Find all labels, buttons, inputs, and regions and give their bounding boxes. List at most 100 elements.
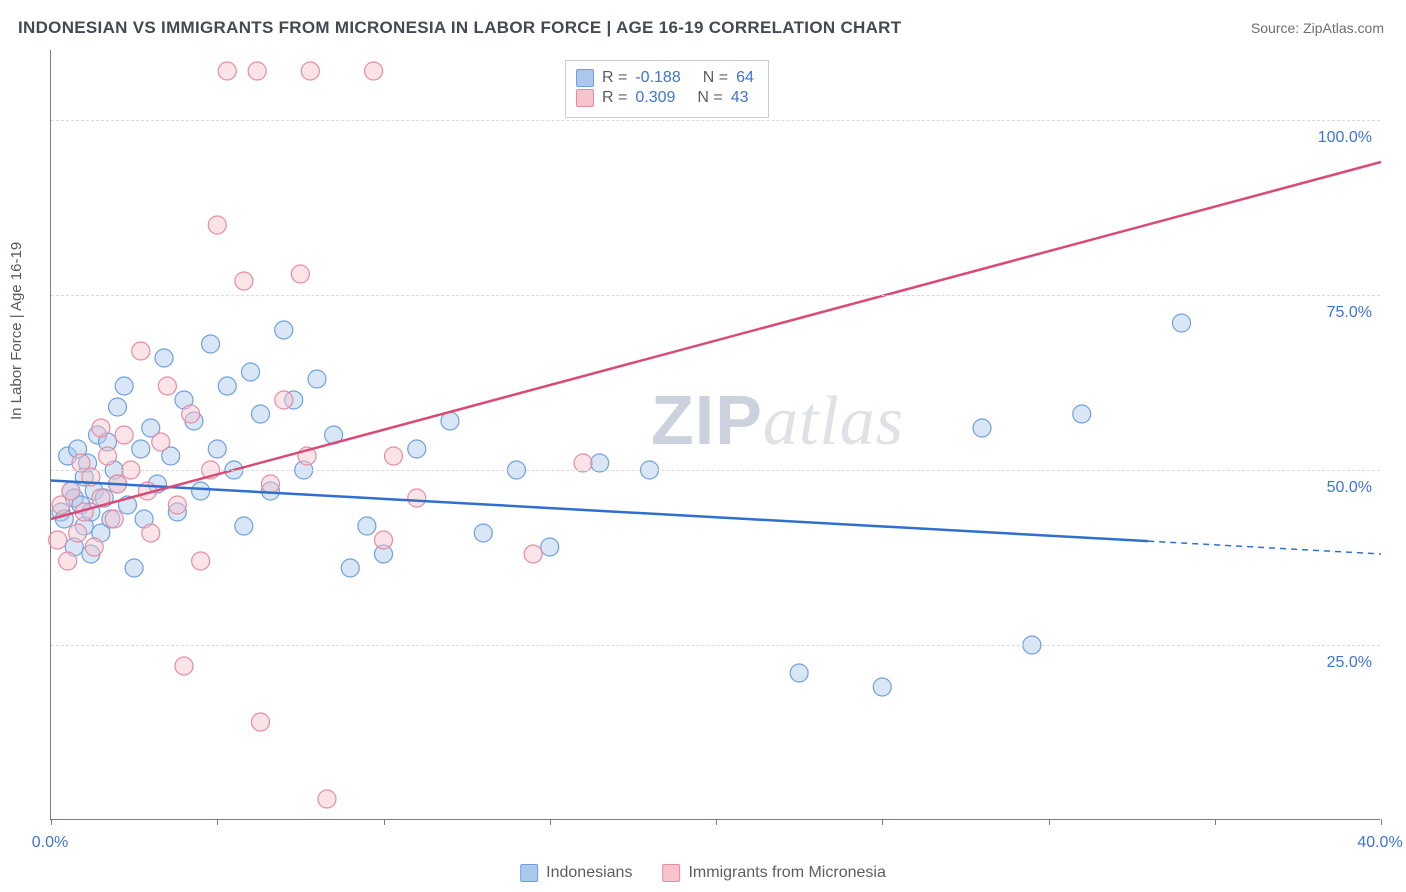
x-tick: [1049, 819, 1050, 825]
scatter-point: [92, 419, 110, 437]
stats-r-value: -0.188: [635, 69, 680, 87]
scatter-point: [85, 538, 103, 556]
scatter-point: [408, 440, 426, 458]
scatter-point: [251, 713, 269, 731]
gridline: [51, 470, 1380, 471]
scatter-svg: [51, 50, 1380, 819]
legend-swatch: [662, 864, 680, 882]
scatter-point: [192, 552, 210, 570]
trend-line: [51, 481, 1148, 542]
stats-row: R = -0.188N = 64: [576, 69, 754, 87]
stats-n-label: N =: [703, 69, 728, 87]
scatter-point: [235, 517, 253, 535]
x-tick: [716, 819, 717, 825]
scatter-point: [69, 524, 87, 542]
trend-line: [51, 162, 1381, 519]
gridline: [51, 120, 1380, 121]
scatter-point: [291, 265, 309, 283]
y-tick-label: 25.0%: [1327, 654, 1372, 672]
scatter-point: [125, 559, 143, 577]
scatter-point: [275, 391, 293, 409]
gridline: [51, 295, 1380, 296]
scatter-point: [218, 62, 236, 80]
scatter-point: [318, 790, 336, 808]
scatter-point: [365, 62, 383, 80]
stats-r-label: R =: [602, 69, 627, 87]
x-tick: [51, 819, 52, 825]
scatter-point: [248, 62, 266, 80]
scatter-point: [109, 398, 127, 416]
scatter-point: [152, 433, 170, 451]
legend-label: Indonesians: [546, 864, 632, 882]
scatter-point: [251, 405, 269, 423]
plot-area: ZIPatlas 25.0%50.0%75.0%100.0%: [50, 50, 1380, 820]
scatter-point: [384, 447, 402, 465]
scatter-point: [242, 363, 260, 381]
legend-swatch: [576, 89, 594, 107]
scatter-point: [524, 545, 542, 563]
scatter-point: [132, 440, 150, 458]
stats-n-value: 43: [731, 89, 749, 107]
scatter-point: [790, 664, 808, 682]
scatter-point: [301, 62, 319, 80]
y-tick-label: 100.0%: [1318, 129, 1372, 147]
scatter-point: [973, 419, 991, 437]
scatter-point: [208, 440, 226, 458]
legend-item: Indonesians: [520, 864, 632, 882]
scatter-point: [168, 496, 186, 514]
scatter-point: [218, 377, 236, 395]
scatter-point: [1073, 405, 1091, 423]
scatter-point: [105, 510, 123, 528]
scatter-point: [308, 370, 326, 388]
scatter-point: [99, 447, 117, 465]
trend-line-extrapolated: [1148, 541, 1381, 554]
scatter-point: [182, 405, 200, 423]
legend-swatch: [520, 864, 538, 882]
legend-label: Immigrants from Micronesia: [688, 864, 885, 882]
x-tick: [550, 819, 551, 825]
y-tick-label: 50.0%: [1327, 479, 1372, 497]
scatter-point: [132, 342, 150, 360]
stats-r-value: 0.309: [635, 89, 675, 107]
scatter-point: [474, 524, 492, 542]
scatter-point: [49, 531, 67, 549]
scatter-point: [261, 475, 279, 493]
scatter-point: [873, 678, 891, 696]
x-tick: [217, 819, 218, 825]
chart-title: INDONESIAN VS IMMIGRANTS FROM MICRONESIA…: [18, 18, 901, 38]
x-tick-label: 0.0%: [32, 834, 68, 852]
source-attribution: Source: ZipAtlas.com: [1251, 20, 1384, 36]
scatter-point: [155, 349, 173, 367]
scatter-point: [408, 489, 426, 507]
x-tick: [384, 819, 385, 825]
scatter-point: [358, 517, 376, 535]
stats-row: R = 0.309 N = 43: [576, 89, 754, 107]
scatter-point: [175, 657, 193, 675]
scatter-point: [375, 531, 393, 549]
scatter-point: [158, 377, 176, 395]
legend-item: Immigrants from Micronesia: [662, 864, 885, 882]
scatter-point: [142, 524, 160, 542]
scatter-point: [202, 335, 220, 353]
scatter-point: [1173, 314, 1191, 332]
x-tick: [1215, 819, 1216, 825]
scatter-point: [235, 272, 253, 290]
scatter-point: [115, 377, 133, 395]
stats-r-label: R =: [602, 89, 627, 107]
scatter-point: [275, 321, 293, 339]
scatter-point: [208, 216, 226, 234]
x-tick-label: 40.0%: [1357, 834, 1402, 852]
stats-n-label: N =: [697, 89, 722, 107]
legend-swatch: [576, 69, 594, 87]
gridline: [51, 645, 1380, 646]
correlation-stats-box: R = -0.188N = 64R = 0.309N = 43: [565, 60, 769, 118]
scatter-point: [341, 559, 359, 577]
x-tick: [1381, 819, 1382, 825]
scatter-point: [541, 538, 559, 556]
chart-container: INDONESIAN VS IMMIGRANTS FROM MICRONESIA…: [0, 0, 1406, 892]
scatter-point: [59, 552, 77, 570]
legend: Indonesians Immigrants from Micronesia: [520, 864, 886, 882]
scatter-point: [62, 482, 80, 500]
scatter-point: [192, 482, 210, 500]
y-tick-label: 75.0%: [1327, 304, 1372, 322]
